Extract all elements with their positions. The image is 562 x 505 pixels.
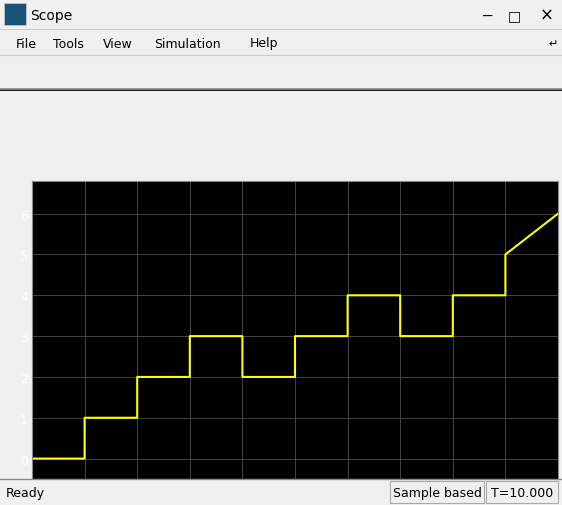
Text: Sample based: Sample based <box>393 486 482 499</box>
Text: ×: × <box>540 7 554 25</box>
Text: Scope: Scope <box>30 9 72 23</box>
Text: ─: ─ <box>482 9 491 23</box>
Text: Ready: Ready <box>6 486 45 499</box>
Text: File: File <box>16 37 37 50</box>
Text: □: □ <box>508 9 521 23</box>
Text: Tools: Tools <box>53 37 84 50</box>
Text: Simulation: Simulation <box>154 37 221 50</box>
Text: Help: Help <box>250 37 279 50</box>
Text: T=10.000: T=10.000 <box>491 486 553 499</box>
Text: View: View <box>103 37 133 50</box>
Text: ↵: ↵ <box>548 39 558 49</box>
